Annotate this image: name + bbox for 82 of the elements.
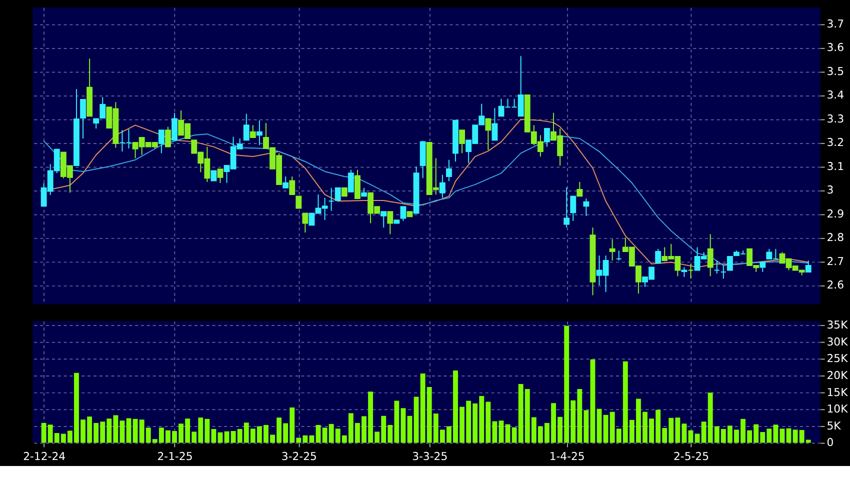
candlestick <box>165 126 171 148</box>
candlestick <box>760 262 766 272</box>
candlestick <box>400 206 406 222</box>
candlestick <box>492 108 498 141</box>
bar <box>786 428 792 443</box>
candlestick <box>544 128 550 148</box>
bar <box>407 416 412 443</box>
y-tick-label: 3 <box>826 184 834 197</box>
candlestick <box>688 263 694 280</box>
candlestick <box>681 266 688 278</box>
y-tick-label: 3.7 <box>826 17 844 30</box>
candlestick <box>250 124 256 138</box>
candlestick <box>726 256 733 271</box>
candlestick <box>707 234 714 277</box>
bar <box>780 428 785 443</box>
x-tick-label: 3-2-25 <box>281 450 317 464</box>
y-tick-label: 25K <box>826 352 849 366</box>
y-tick-label: 3.3 <box>826 112 844 126</box>
y-tick-label: 3.6 <box>826 41 844 54</box>
candlestick <box>570 196 576 222</box>
candlestick <box>609 238 616 262</box>
candlestick <box>296 196 302 209</box>
x-tick-label: 2-12-24 <box>23 450 66 464</box>
candlestick <box>302 212 308 234</box>
bar <box>120 420 125 443</box>
candlestick <box>354 169 360 200</box>
candlestick <box>805 260 812 272</box>
bar <box>596 408 602 443</box>
candlestick <box>564 186 570 228</box>
candlestick <box>93 118 100 129</box>
y-tick-label: 0 <box>826 436 834 450</box>
x-tick-label: 1-4-25 <box>549 450 585 464</box>
candlestick <box>616 250 622 262</box>
candlestick <box>217 168 224 184</box>
x-tick-label: 3-3-25 <box>412 450 448 464</box>
y-tick-label: 15K <box>826 386 849 399</box>
y-tick-label: 10K <box>826 402 849 416</box>
candlestick <box>446 159 452 182</box>
candlestick <box>380 211 387 228</box>
candlestick <box>485 118 492 151</box>
candlestick <box>714 260 720 274</box>
candlestick <box>100 96 106 119</box>
bar <box>498 420 504 443</box>
candlestick <box>256 120 262 146</box>
candlestick <box>439 174 446 198</box>
x-tick-label: 2-5-25 <box>673 450 710 464</box>
y-tick-label: 2.6 <box>826 278 844 292</box>
candlestick <box>655 248 662 264</box>
y-tick-label: 3.2 <box>826 136 844 150</box>
candlestick <box>126 128 132 149</box>
y-tick-label: 2.7 <box>826 254 844 268</box>
y-tick-label: 20K <box>826 369 849 382</box>
candlestick <box>158 130 164 154</box>
candlestick <box>243 113 250 141</box>
candlestick <box>420 140 426 179</box>
candlestick <box>459 130 465 154</box>
candlestick <box>210 170 217 182</box>
bar <box>218 432 223 443</box>
candlestick <box>348 169 354 192</box>
candlestick <box>172 112 178 141</box>
bar <box>316 424 321 443</box>
y-tick-label: 35K <box>826 318 849 332</box>
candlestick <box>387 211 394 235</box>
bar <box>309 435 314 443</box>
bar <box>590 359 596 443</box>
candlestick <box>583 198 590 216</box>
y-tick-label: 2.9 <box>826 207 844 220</box>
y-tick-label: 5K <box>826 419 842 432</box>
y-tick-label: 3.5 <box>826 64 844 78</box>
y-tick-label: 3.1 <box>826 160 844 173</box>
bar <box>126 418 132 443</box>
candlestick <box>576 181 583 197</box>
bar <box>688 430 694 443</box>
y-tick-label: 30K <box>826 335 849 348</box>
candlestick <box>289 176 296 196</box>
candlestick <box>80 99 86 139</box>
y-tick-label: 2.8 <box>826 231 844 244</box>
x-tick-label: 2-1-25 <box>157 450 193 464</box>
y-tick-label: 3.4 <box>826 88 844 102</box>
candlestick <box>282 176 289 188</box>
candlestick <box>720 265 726 280</box>
candlestick <box>119 130 126 152</box>
